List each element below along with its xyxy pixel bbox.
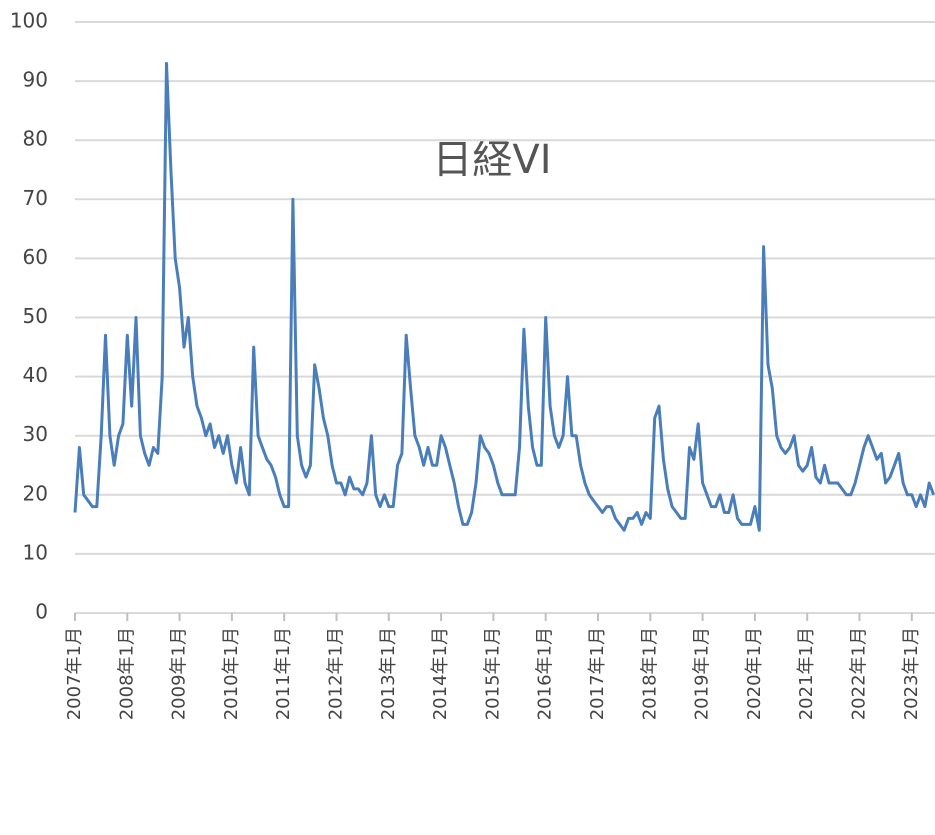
x-tick-label: 2010年1月 bbox=[221, 627, 242, 720]
y-tick-label: 30 bbox=[23, 422, 48, 446]
y-tick-label: 20 bbox=[23, 481, 48, 505]
x-tick-label: 2009年1月 bbox=[169, 627, 190, 720]
y-tick-label: 90 bbox=[23, 68, 48, 92]
y-tick-label: 80 bbox=[23, 127, 48, 151]
y-tick-label: 70 bbox=[23, 186, 48, 210]
x-tick-label: 2022年1月 bbox=[849, 627, 870, 720]
x-tick-label: 2012年1月 bbox=[326, 627, 347, 720]
y-tick-label: 0 bbox=[35, 600, 48, 624]
x-tick-label: 2021年1月 bbox=[796, 627, 817, 720]
data-line bbox=[73, 61, 935, 532]
chart-title: 日経VI bbox=[432, 137, 551, 183]
x-tick-label: 2016年1月 bbox=[535, 627, 556, 720]
x-tick-label: 2023年1月 bbox=[901, 627, 922, 720]
x-tick-label: 2014年1月 bbox=[430, 627, 451, 720]
y-tick-label: 10 bbox=[23, 540, 48, 564]
x-tick-label: 2011年1月 bbox=[273, 627, 294, 720]
x-tick-label: 2007年1月 bbox=[64, 627, 85, 720]
x-tick-label: 2008年1月 bbox=[116, 627, 137, 720]
x-tick-label: 2020年1月 bbox=[744, 627, 765, 720]
x-tick-label: 2019年1月 bbox=[692, 627, 713, 720]
y-tick-label: 50 bbox=[23, 304, 48, 328]
x-tick-label: 2015年1月 bbox=[482, 627, 503, 720]
y-tick-label: 40 bbox=[23, 363, 48, 387]
x-tick-label: 2017年1月 bbox=[587, 627, 608, 720]
y-tick-label: 60 bbox=[23, 245, 48, 269]
x-tick-label: 2018年1月 bbox=[639, 627, 660, 720]
y-tick-label: 100 bbox=[10, 9, 48, 33]
x-tick-label: 2013年1月 bbox=[378, 627, 399, 720]
